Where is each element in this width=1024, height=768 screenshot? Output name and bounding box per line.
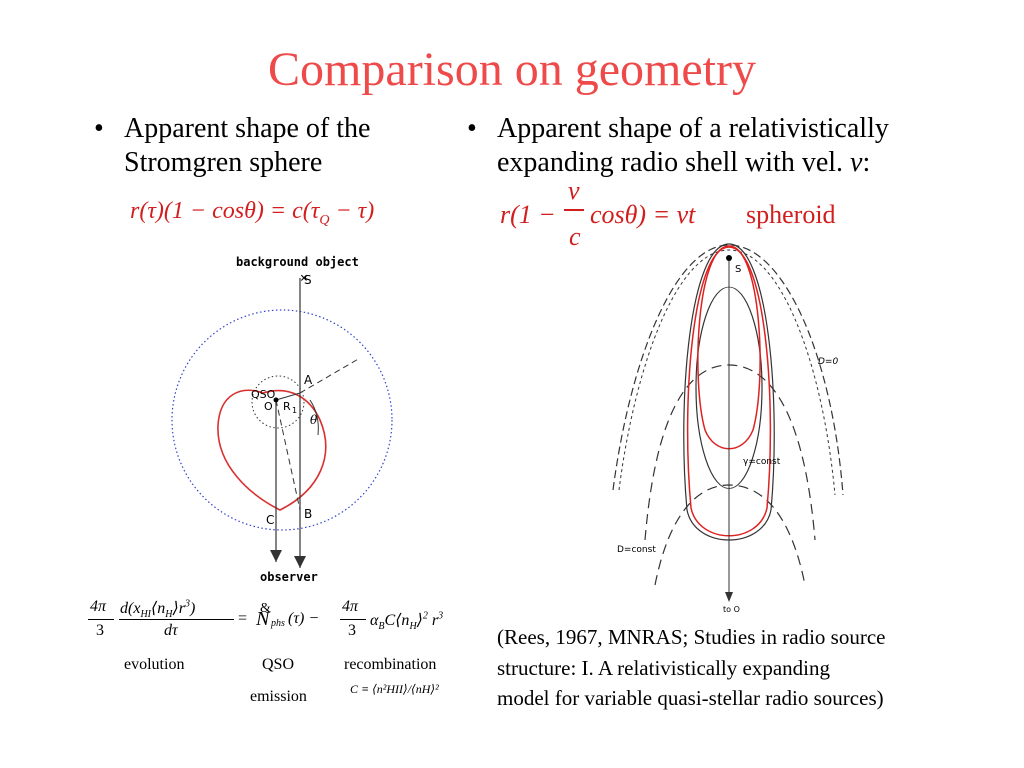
background-label: background object [236,255,359,269]
left-bullet: • Apparent shape of the Stromgren sphere [94,112,444,180]
eq-right-lhs: r(1 − [500,200,556,229]
s-mark: × [300,271,308,286]
r1-sub: 1 [292,406,297,415]
dot-symbol: & [260,601,271,616]
left-bullet-line2: Stromgren sphere [124,147,323,178]
label-emission: emission [250,688,307,705]
right-bullet-line2-text: expanding radio shell with vel. [497,147,851,178]
gamma-curve [644,364,816,541]
left-bullet-line1: Apparent shape of the [124,113,371,144]
label-recombination: recombination [344,656,437,673]
c-pow: 2 [422,610,428,622]
stromgren-equation: r(τ)(1 − cosθ) = c(τQ − τ) [130,198,374,229]
dconst-label: D=const [617,545,656,555]
radio-shell-figure: S D=0 γ=const D=const to O [612,243,844,614]
reference-line2: structure: I. A relativistically expandi… [497,655,830,680]
fraction-bar [564,209,584,211]
outer-curve-dotted [618,249,836,496]
arrow-down-left [270,550,282,562]
eq-right-rhs: cosθ) = vt [590,200,696,229]
clumping-def: C ≡ ⟨n²HII⟩/⟨nH⟩² [350,682,439,696]
dashed-ob [275,399,301,511]
inner-circle [251,375,305,429]
c-end: ⟩ [416,612,423,629]
s-label: S [304,273,312,287]
label-evolution: evolution [124,656,185,673]
deriv-num-n: ⟨n [151,600,166,617]
deriv-num: d(xHI⟨nH⟩r3) [120,598,196,621]
deriv-bar [119,619,234,620]
frac2-den: 3 [348,622,356,639]
deriv-num-close: ) [189,600,196,617]
slide-title: Comparison on geometry [268,43,756,96]
frac1-den: 3 [96,622,104,639]
deriv-den: dτ [164,622,178,639]
frac1-num: 4π [90,598,107,615]
bullet-glyph: • [467,113,477,144]
colon: : [862,147,871,178]
frac2-num: 4π [342,598,359,615]
velocity-var: v [850,147,863,178]
spheroid-label: spheroid [746,200,836,229]
s-label: S [735,264,741,275]
c-sub: H [409,621,417,633]
source-point [726,255,732,261]
alpha: α [370,612,379,629]
d0-label: D=0 [818,357,838,367]
frac2-bar [340,619,366,620]
reference-line1: (Rees, 1967, MNRAS; Studies in radio sou… [497,625,886,649]
stromgren-figure: background object × S A QSO O R 1 θ C B … [171,255,393,584]
right-bullet-line1: Apparent shape of a relativistically [497,113,889,144]
deriv-num-nsub: H [165,609,173,621]
ionization-equation: 4π 3 d(xHI⟨nH⟩r3) dτ = N & phs (τ) − 4π … [86,598,486,708]
eq-left-main: r(τ)(1 − cosθ) = c(τ [130,198,320,224]
qso-point [273,397,279,403]
bullet-glyph: • [94,113,104,144]
line-ao [275,392,301,401]
eq-left-rest: − τ) [329,198,375,224]
apparent-shape [217,389,327,511]
a-label: A [304,373,313,387]
reference-line3: model for variable quasi-stellar radio s… [497,686,884,710]
qso-label: QSO [251,388,276,401]
eq-left-sub: Q [319,212,330,228]
n-symbol: N [256,608,270,630]
to-o-label: to O [723,605,740,614]
n-sub: phs [271,618,285,629]
theta-label: θ [310,413,318,427]
deriv-num-pow: 3 [184,598,190,610]
equals-sign: = [238,610,248,627]
outer-curve [612,244,844,496]
deriv-num-a: d(x [120,600,141,617]
eq-right-num: v [568,176,580,205]
eq-right-den: c [569,222,581,251]
r1-label: R [283,400,291,413]
b-label: B [304,507,312,521]
c-label: C [266,513,274,527]
right-bullet: • Apparent shape of a relativistically e… [467,112,997,180]
angle-arc [309,399,319,436]
label-qso: QSO [262,656,295,673]
c-term: C⟨n [384,612,410,629]
o-label: O [264,400,273,413]
axis-arrow [725,592,733,602]
dashed-ray [299,357,361,394]
recomb-term: αBC⟨nH⟩2 r3 [370,610,444,633]
n-arg: (τ) − [288,610,320,627]
outer-circle [171,309,393,531]
deriv-num-sub: HI [140,609,151,621]
gamma-label: γ=const [743,457,781,467]
right-bullet-line2: expanding radio shell with vel. v: [497,146,997,180]
r3-pow: 3 [438,610,444,622]
arrow-down-right [294,556,306,568]
frac1-bar [88,619,114,620]
alpha-sub: B [378,621,385,633]
reference-note: (Rees, 1967, MNRAS; Studies in radio sou… [497,622,997,714]
deriv-num-end: ⟩r [172,600,185,617]
r3: r [431,612,439,629]
observer-label: observer [260,570,318,584]
